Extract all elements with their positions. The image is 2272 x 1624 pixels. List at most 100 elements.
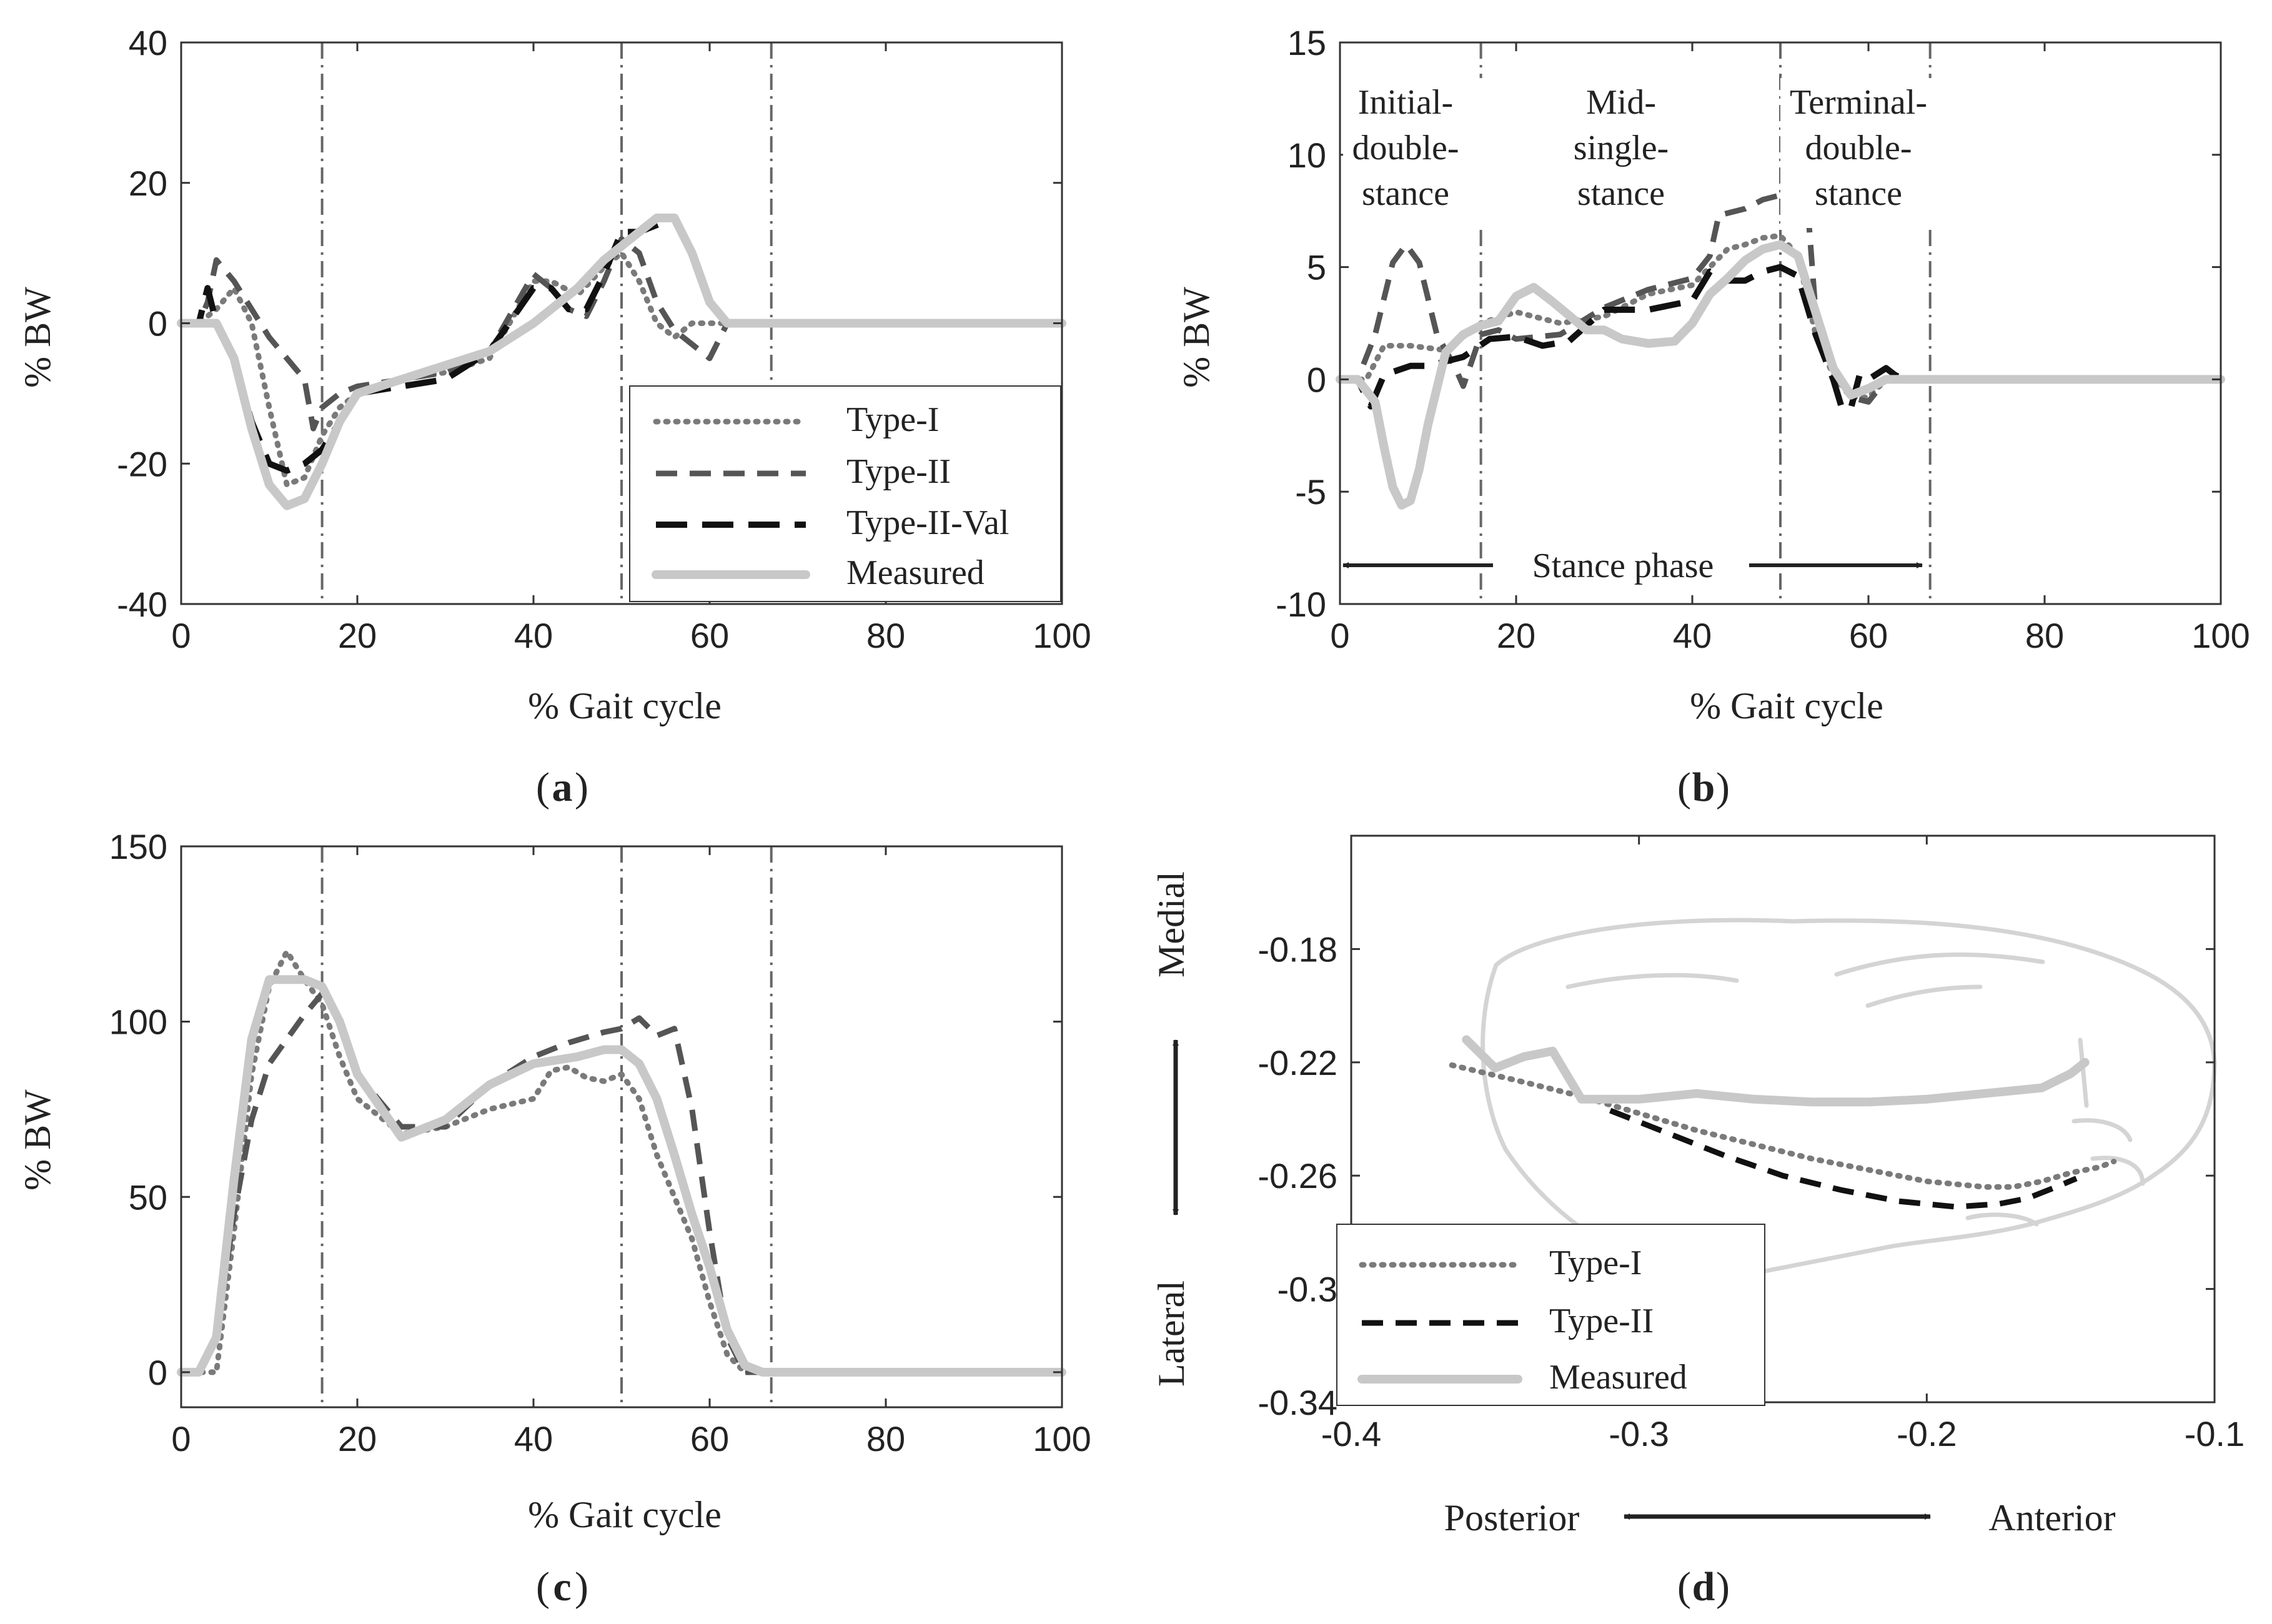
foot-outline-drawing: [1481, 918, 2217, 1277]
panel-a-legend-label-type-i: Type-I: [846, 400, 939, 439]
panel-a-caption-letter: a: [552, 765, 573, 810]
anterior-label: Anterior: [1988, 1497, 2115, 1538]
x-tick-label: 80: [866, 1419, 905, 1458]
y-tick-label: -0.22: [1258, 1043, 1337, 1082]
x-tick-label: 20: [338, 616, 377, 655]
stance-phase-annotation: Stance phase: [1342, 547, 1923, 585]
phase-label-initial-double-stance: Initial- double- stance: [1343, 78, 1487, 228]
series-type-i-line: [178, 250, 1065, 488]
panel-c-y-axis-label: % BW: [17, 1089, 58, 1191]
panel-c-caption: ( c ): [536, 1564, 588, 1610]
foot-contour-line: [1834, 952, 2045, 977]
panel-c-y-ticks: 0 50 100 150: [109, 827, 1062, 1392]
x-tick-label: 80: [2025, 616, 2064, 655]
x-tick-label: 60: [690, 1419, 729, 1458]
phase-label-line: stance: [1577, 174, 1665, 213]
panel-b: 0 20 40 60 80 100 -10 -5 0 5 10 15 % Gait cycle % …: [1176, 23, 2250, 810]
panel-a-legend-label-measured: Measured: [846, 553, 985, 592]
panel-d-legend-label-type-ii: Type-II: [1549, 1302, 1654, 1340]
x-tick-label: 60: [690, 616, 729, 655]
panel-a-caption: ( a ): [536, 765, 588, 810]
y-tick-label: 10: [1287, 136, 1326, 175]
y-tick-label: -0.18: [1258, 929, 1337, 969]
x-tick-label: -0.2: [1897, 1414, 1957, 1453]
stance-phase-label: Stance phase: [1532, 547, 1714, 585]
x-tick-label: 100: [1033, 1419, 1091, 1458]
y-tick-label: -10: [1276, 585, 1326, 624]
y-tick-label: 150: [109, 827, 167, 866]
phase-label-line: stance: [1362, 174, 1449, 213]
x-tick-label: 20: [1497, 616, 1535, 655]
panel-d-y-ticks: -0.18 -0.22 -0.26 -0.3 -0.34: [1258, 929, 2215, 1422]
foot-contour-line: [2078, 1037, 2089, 1108]
y-tick-label: 100: [109, 1003, 167, 1042]
x-tick-label: 40: [514, 1419, 553, 1458]
panel-a-y-ticks: -40 -20 0 20 40: [117, 23, 1062, 624]
y-tick-label: 15: [1287, 23, 1326, 62]
phase-label-line: Mid-: [1586, 83, 1656, 122]
phase-label-mid-single-stance: Mid- single- stance: [1574, 83, 1669, 213]
panel-a-y-axis-label: % BW: [17, 287, 58, 388]
panel-d-x-ticks: -0.4 -0.3 -0.2 -0.1: [1321, 836, 2245, 1453]
panel-d-caption-letter: d: [1692, 1564, 1715, 1610]
series-measured-line: [1336, 240, 2225, 510]
svg-text:): ): [575, 1564, 588, 1610]
panel-d-legend-label-type-i: Type-I: [1549, 1244, 1642, 1282]
series-type-ii-line: [1609, 1107, 2078, 1210]
medial-label: Medial: [1151, 871, 1192, 978]
series-type-i-line: [178, 948, 1065, 1375]
x-tick-label: 100: [1033, 616, 1091, 655]
panel-a-series: [177, 213, 1066, 510]
y-tick-label: 0: [1307, 360, 1326, 399]
x-tick-label: 60: [1849, 616, 1888, 655]
x-tick-label: 0: [171, 1419, 191, 1458]
panel-a-legend: Type-I Type-II Type-II-Val Measured: [629, 385, 1061, 602]
phase-label-line: Initial-: [1358, 83, 1453, 122]
plot-frame: [1339, 41, 2222, 605]
svg-text:): ): [1716, 765, 1730, 810]
panel-b-caption: ( b ): [1677, 765, 1730, 810]
panel-b-y-axis-label: % BW: [1176, 287, 1217, 388]
y-tick-label: -0.26: [1258, 1156, 1337, 1196]
panel-c-caption-letter: c: [553, 1564, 571, 1610]
y-tick-label: -5: [1295, 472, 1326, 512]
panel-b-x-ticks: 0 20 40 60 80 100: [1330, 42, 2250, 655]
y-tick-label: 0: [148, 1353, 167, 1392]
y-tick-label: 40: [129, 23, 167, 62]
x-tick-label: 80: [866, 616, 905, 655]
svg-text:(: (: [1677, 1564, 1691, 1610]
plot-background: [181, 846, 1062, 1407]
panel-c-series: [177, 948, 1066, 1377]
phase-label-line: double-: [1352, 129, 1459, 167]
svg-text:): ): [575, 765, 588, 810]
panel-d-legend: Type-I Type-II Measured: [1336, 1224, 1765, 1406]
y-tick-label: -0.34: [1258, 1383, 1337, 1422]
panel-d-caption: ( d ): [1677, 1564, 1730, 1610]
panel-c-plot-area: [181, 846, 1062, 1407]
y-tick-label: 0: [148, 304, 167, 344]
panel-a-legend-label-type-ii: Type-II: [846, 452, 951, 491]
series-measured-line: [177, 975, 1066, 1377]
phase-label-terminal-double-stance: Terminal- double- stance: [1780, 78, 1937, 228]
panel-a-x-axis-label: % Gait cycle: [528, 685, 722, 726]
panel-a-legend-label-type-ii-val: Type-II-Val: [846, 503, 1009, 542]
panel-d: -0.4 -0.3 -0.2 -0.1 -0.18 -0.22 -0.26 -0.3 -0.3…: [1151, 834, 2245, 1610]
panel-a-x-ticks: 0 20 40 60 80 100: [171, 42, 1091, 655]
posterior-label: Posterior: [1444, 1497, 1580, 1538]
panel-a-legend-box: [629, 385, 1061, 602]
y-tick-label: -40: [117, 585, 167, 624]
panel-d-legend-label-measured: Measured: [1549, 1358, 1687, 1397]
panel-b-series: [1336, 192, 2225, 510]
panel-c-x-ticks: 0 20 40 60 80 100: [171, 846, 1091, 1458]
panel-b-caption-letter: b: [1692, 765, 1715, 810]
foot-outline: [1481, 918, 2217, 1277]
y-tick-label: 50: [129, 1177, 167, 1217]
y-tick-label: -20: [117, 444, 167, 483]
svg-text:): ): [1716, 1564, 1730, 1610]
series-type-ii-line: [1340, 192, 2221, 405]
y-tick-label: -0.3: [1277, 1270, 1338, 1309]
panel-d-frame: [1350, 834, 2216, 1404]
x-tick-label: 20: [338, 1419, 377, 1458]
y-tick-label: 5: [1307, 248, 1326, 287]
plot-frame: [1350, 834, 2216, 1404]
